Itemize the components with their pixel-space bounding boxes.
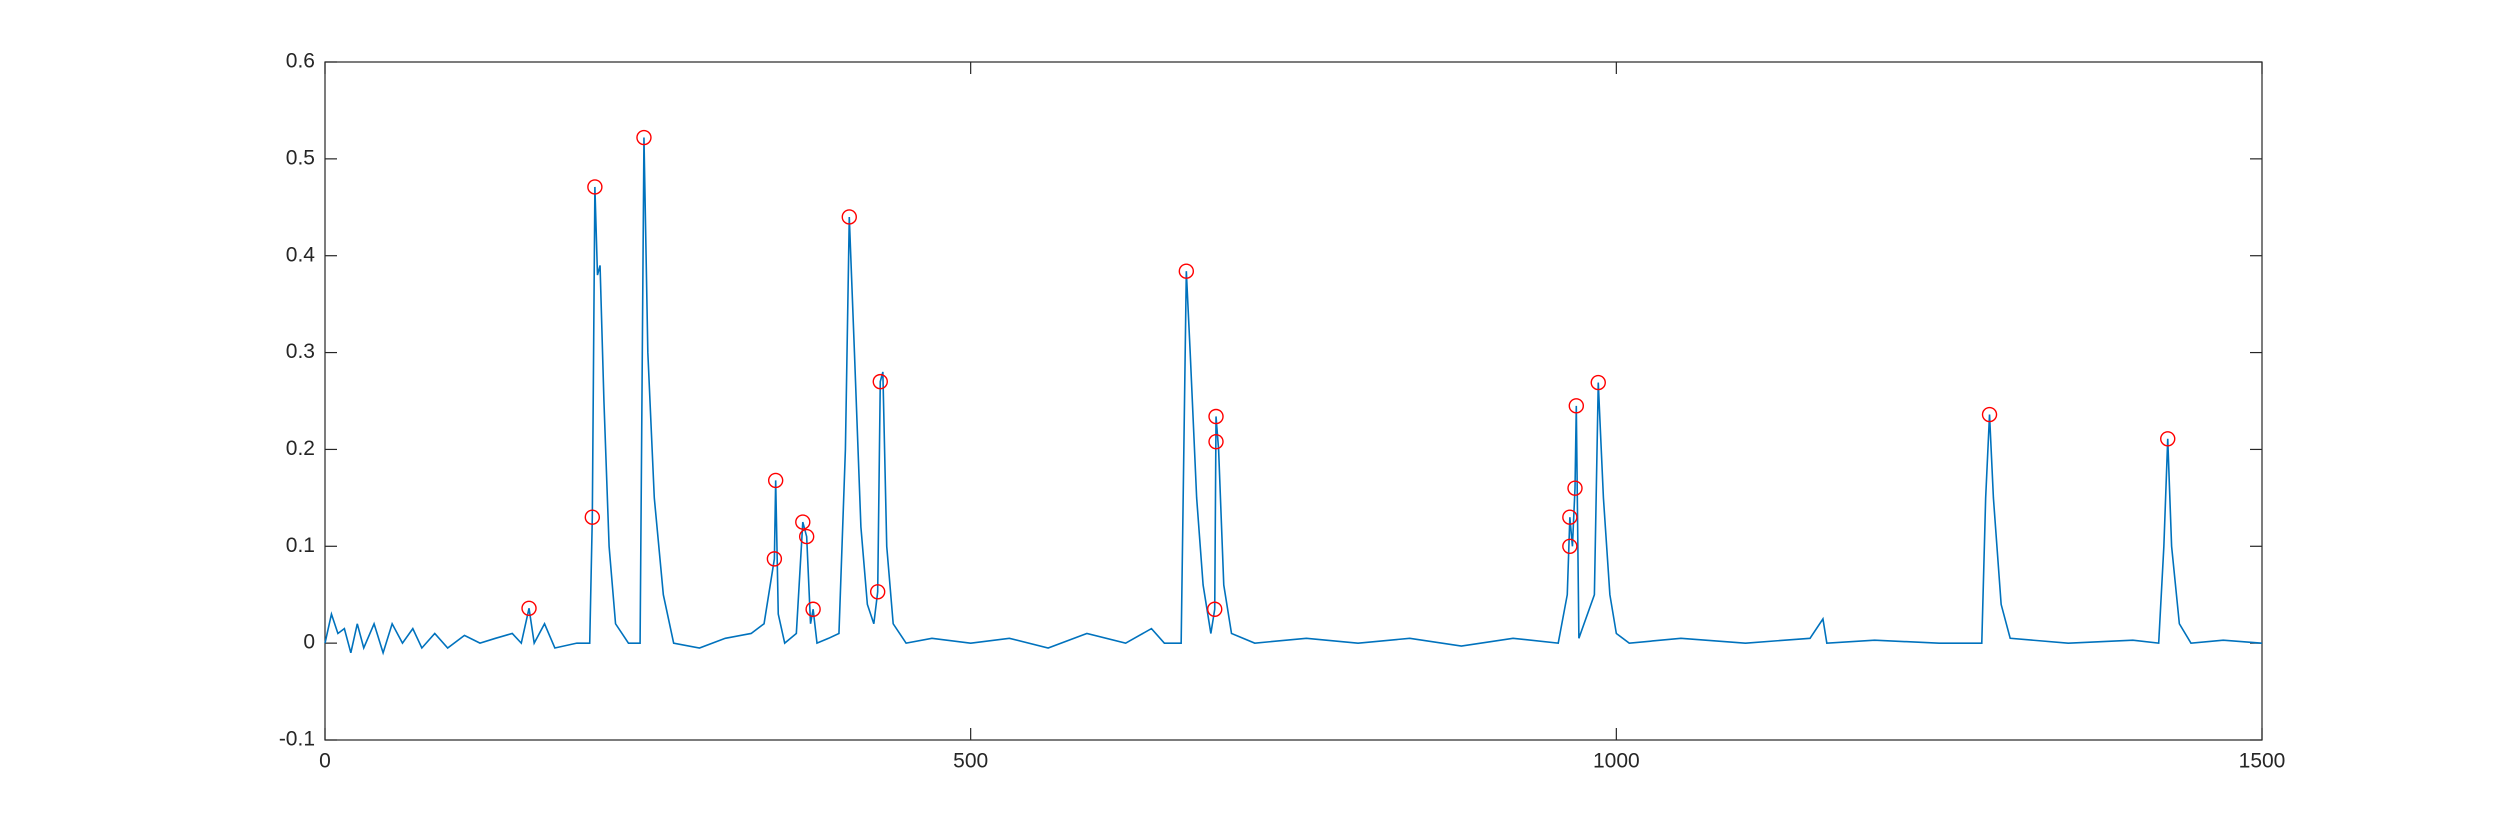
peak-marker (2160, 431, 2176, 447)
peak-marker (587, 179, 603, 195)
x-tick-label: 500 (953, 750, 988, 773)
peak-marker (584, 509, 601, 525)
peak-marker (521, 600, 537, 616)
peak-marker (1207, 601, 1223, 617)
y-tick-label: 0 (303, 631, 315, 654)
y-tick-label: 0.1 (286, 534, 315, 557)
peak-marker (766, 551, 783, 567)
peak-marker (1562, 538, 1578, 554)
peak-marker (1208, 408, 1224, 425)
peak-marker (1178, 263, 1195, 279)
y-tick-label: 0.5 (286, 146, 315, 169)
peak-marker (841, 209, 857, 225)
x-tick-label: 0 (319, 750, 331, 773)
peak-marker (869, 584, 886, 600)
peak-marker (1208, 433, 1224, 450)
peak-marker (1590, 374, 1606, 391)
peak-marker (767, 472, 784, 489)
peak-marker (795, 514, 811, 530)
peak-marker (872, 373, 888, 390)
peak-marker (1567, 480, 1583, 496)
peak-marker (1981, 406, 1998, 423)
y-tick-label: 0.2 (286, 437, 315, 460)
y-tick-label: -0.1 (279, 728, 315, 751)
signal-line (324, 137, 2263, 656)
peak-marker (805, 601, 821, 617)
y-tick-label: 0.3 (286, 340, 315, 363)
peak-marker (1562, 509, 1578, 525)
x-tick-label: 1500 (2239, 750, 2286, 773)
x-tick-label: 1000 (1593, 750, 1640, 773)
y-tick-label: 0.4 (286, 243, 316, 266)
peak-marker (636, 129, 652, 146)
peak-marker (798, 528, 815, 545)
peak-marker (1568, 398, 1585, 414)
axes-box (324, 61, 2263, 741)
y-tick-label: 0.6 (286, 50, 315, 73)
